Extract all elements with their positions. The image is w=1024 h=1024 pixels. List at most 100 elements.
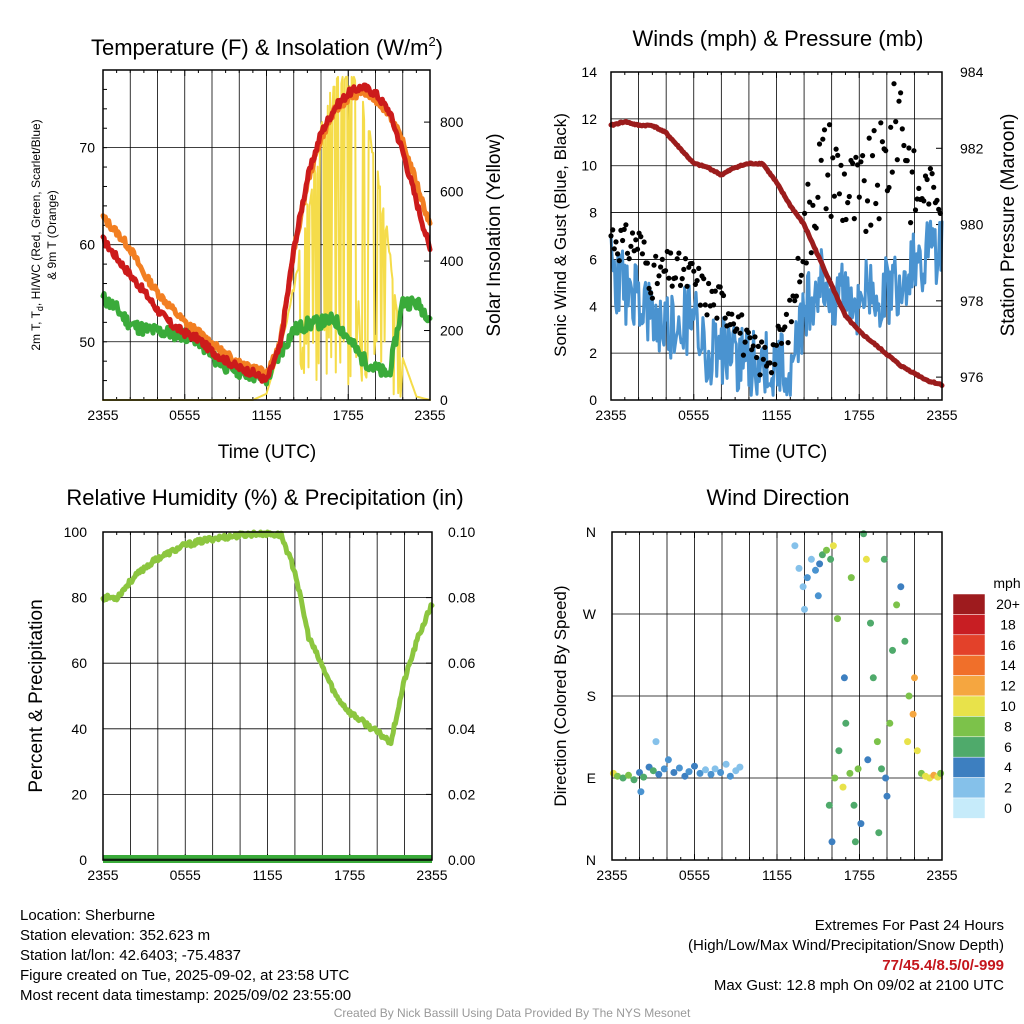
rh-ytick-right: 0.06 bbox=[448, 655, 475, 671]
gust-point bbox=[821, 127, 828, 133]
legend-swatch bbox=[952, 797, 986, 819]
gust-point bbox=[936, 206, 942, 212]
gust-point bbox=[850, 160, 856, 166]
gust-point bbox=[883, 148, 889, 154]
gust-point bbox=[762, 344, 768, 350]
direction-point bbox=[878, 765, 885, 773]
gust-point bbox=[628, 243, 634, 249]
direction-point bbox=[850, 801, 858, 809]
gust-point bbox=[828, 213, 834, 219]
rh-xtick-label: 2355 bbox=[416, 867, 447, 883]
direction-point bbox=[816, 560, 824, 568]
gust-point bbox=[615, 251, 621, 257]
direction-point bbox=[696, 769, 704, 777]
dir-xtick-label: 0555 bbox=[679, 867, 710, 883]
gust-point bbox=[863, 228, 869, 234]
gust-point bbox=[815, 194, 821, 200]
gust-point bbox=[613, 239, 619, 245]
direction-point bbox=[799, 583, 807, 591]
wind-ytick-right: 976 bbox=[960, 369, 984, 385]
gust-point bbox=[810, 202, 816, 208]
gust-point bbox=[818, 157, 824, 163]
gust-point bbox=[616, 258, 622, 264]
gust-point bbox=[649, 295, 656, 301]
temp-ylabel-part: , HI/WC (Red, Green, Scarlet/Blue) bbox=[29, 119, 43, 306]
direction-point bbox=[660, 765, 668, 773]
temp-ytick-right: 800 bbox=[440, 114, 464, 130]
gust-point bbox=[658, 264, 664, 270]
direction-point bbox=[889, 646, 896, 654]
gust-point bbox=[750, 343, 756, 349]
gust-point bbox=[869, 153, 876, 159]
gust-point bbox=[697, 302, 704, 308]
wind-border bbox=[610, 71, 943, 401]
gust-point bbox=[672, 275, 679, 281]
gust-point bbox=[681, 266, 687, 272]
direction-point bbox=[795, 564, 803, 572]
rh-border bbox=[102, 531, 433, 861]
gust-point bbox=[623, 222, 629, 228]
gust-point bbox=[674, 256, 680, 262]
direction-point bbox=[893, 601, 901, 609]
temp-title-end: ) bbox=[436, 35, 443, 60]
direction-point bbox=[625, 771, 632, 779]
gust-point bbox=[641, 239, 647, 245]
gust-point bbox=[679, 276, 685, 282]
gust-point bbox=[745, 329, 752, 336]
direction-point bbox=[791, 542, 799, 550]
temp-title: Temperature (F) & Insolation (W/m2) bbox=[91, 34, 443, 60]
direction-point bbox=[717, 769, 725, 776]
direction-point bbox=[937, 769, 945, 777]
gust-point bbox=[611, 246, 617, 252]
direction-point bbox=[828, 838, 836, 846]
direction-point bbox=[722, 760, 730, 768]
gust-point bbox=[621, 226, 627, 232]
direction-point bbox=[630, 776, 638, 784]
legend-label: 4 bbox=[1004, 759, 1012, 775]
gust-point bbox=[720, 292, 727, 299]
direction-point bbox=[851, 838, 859, 846]
dewpoint-line bbox=[100, 291, 433, 387]
direction-point bbox=[707, 770, 715, 778]
direction-point bbox=[880, 555, 888, 563]
wind-ytick-right: 978 bbox=[960, 293, 984, 309]
gust-point bbox=[843, 216, 849, 223]
gust-point bbox=[924, 176, 930, 183]
temp-ylabel-part: 2m T, T bbox=[29, 310, 43, 350]
rh-ylabel-left: Percent & Precipitation bbox=[26, 599, 47, 792]
gust-point bbox=[860, 153, 866, 159]
gust-point bbox=[888, 124, 894, 130]
gust-point bbox=[759, 339, 765, 345]
temp-ytick-right: 600 bbox=[440, 184, 464, 200]
direction-point bbox=[675, 764, 683, 772]
legend-label: 0 bbox=[1004, 800, 1012, 816]
direction-point bbox=[905, 692, 913, 700]
gust-point bbox=[773, 342, 780, 348]
info-created: Figure created on Tue, 2025-09-02, at 23… bbox=[20, 967, 350, 984]
gust-point bbox=[927, 166, 934, 172]
direction-points bbox=[609, 530, 945, 846]
dir-ytick-label: N bbox=[586, 524, 596, 540]
gust-point bbox=[684, 283, 690, 289]
dir-ytick-label: W bbox=[583, 606, 597, 622]
gust-point bbox=[871, 128, 877, 134]
gust-point bbox=[916, 185, 922, 191]
gust-point bbox=[886, 184, 892, 191]
gust-point bbox=[739, 312, 745, 318]
direction-point bbox=[818, 551, 826, 559]
gust-point bbox=[706, 280, 712, 287]
gust-point bbox=[755, 343, 761, 349]
wind-xtick-label: 1755 bbox=[844, 407, 875, 423]
direction-point bbox=[901, 637, 909, 645]
gust-point bbox=[856, 194, 862, 200]
rh-ytick-right: 0.04 bbox=[448, 721, 475, 737]
gust-point bbox=[734, 326, 740, 332]
direction-point bbox=[854, 765, 862, 773]
gust-point bbox=[858, 159, 864, 165]
gust-point bbox=[704, 312, 710, 318]
gust-point bbox=[624, 250, 631, 256]
direction-point bbox=[655, 770, 663, 778]
direction-point bbox=[897, 583, 905, 591]
wind-xtick-label: 2355 bbox=[926, 407, 957, 423]
wind-ytick-left: 14 bbox=[581, 64, 597, 80]
